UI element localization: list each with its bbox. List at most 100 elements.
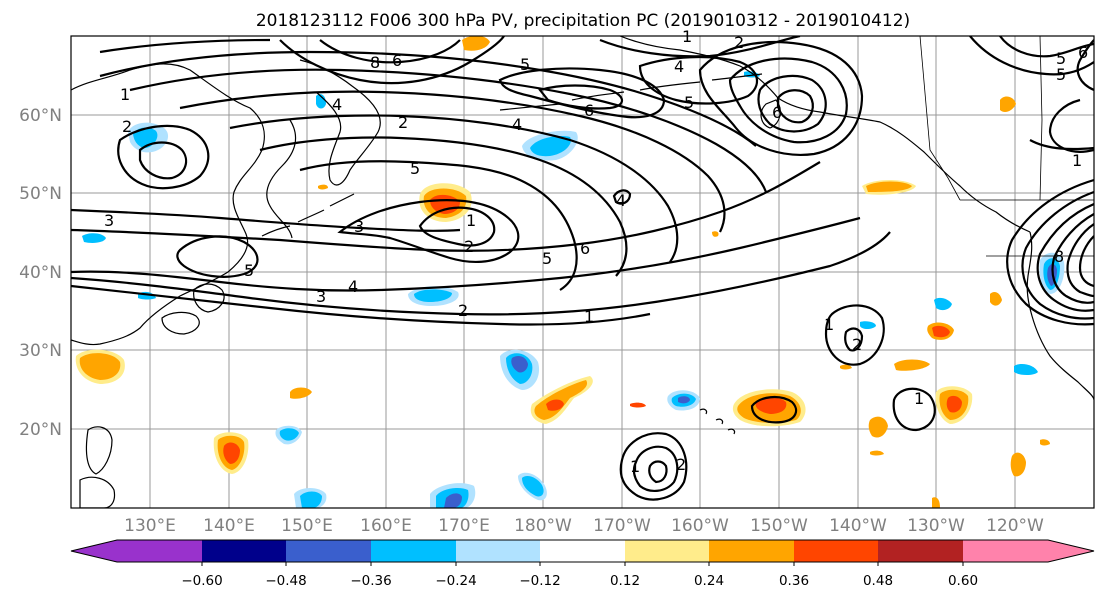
colorbar-segment bbox=[371, 540, 456, 562]
contour-label: 8 bbox=[1054, 247, 1064, 266]
colorbar-tick-label: 0.48 bbox=[863, 573, 893, 589]
contour-label: 1 bbox=[584, 307, 594, 326]
neg-anomaly bbox=[316, 94, 326, 109]
colorbar-ticks bbox=[201, 562, 964, 566]
colorbar-segment bbox=[878, 540, 963, 562]
colorbar-tick-label: −0.24 bbox=[435, 573, 476, 589]
pos-anomaly bbox=[870, 450, 884, 456]
lon-label: 120°W bbox=[986, 516, 1044, 536]
contour-label: 5 bbox=[520, 55, 530, 74]
contour-label: 1 bbox=[682, 27, 692, 46]
lon-label: 150°W bbox=[750, 516, 808, 536]
pos-anomaly bbox=[840, 364, 852, 370]
colorbar-segment bbox=[963, 540, 1048, 562]
pv-contours bbox=[71, 36, 1094, 501]
colorbar-tick-label: 0.36 bbox=[779, 573, 809, 589]
neg-anomaly bbox=[82, 233, 106, 243]
contour-label: 1 bbox=[824, 315, 834, 334]
neg-anomaly bbox=[511, 356, 528, 373]
contour-label: 2 bbox=[458, 301, 468, 320]
pos-anomaly bbox=[932, 497, 940, 508]
lon-label: 150°E bbox=[281, 516, 333, 536]
colorbar-tick-label: −0.12 bbox=[519, 573, 560, 589]
colorbar-extend-high bbox=[1048, 540, 1094, 562]
neg-anomaly bbox=[530, 136, 571, 157]
neg-anomaly bbox=[860, 321, 876, 329]
pos-anomaly bbox=[462, 36, 490, 51]
lat-label: 20°N bbox=[19, 420, 62, 440]
contour-label: 4 bbox=[674, 57, 684, 76]
neg-anomaly bbox=[444, 493, 462, 508]
pos-anomaly bbox=[1000, 96, 1016, 112]
neg-anomaly bbox=[300, 491, 322, 508]
pos-anomaly bbox=[712, 231, 719, 237]
neg-anomaly bbox=[522, 476, 544, 497]
neg-anomaly bbox=[934, 297, 952, 311]
colorbar: −0.60 −0.48 −0.36 −0.24 −0.12 0.12 0.24 … bbox=[70, 539, 1095, 589]
colorbar-tick-label: 0.24 bbox=[694, 573, 724, 589]
contour-label: 3 bbox=[316, 287, 326, 306]
contour-label: 2 bbox=[676, 455, 686, 474]
lon-label: 160°W bbox=[671, 516, 729, 536]
lon-label: 140°E bbox=[203, 516, 255, 536]
colorbar-tick-label: −0.36 bbox=[350, 573, 391, 589]
lat-label: 40°N bbox=[19, 263, 62, 283]
pos-anomaly bbox=[1040, 439, 1050, 446]
lon-label: 160°E bbox=[360, 516, 412, 536]
contour-label: 5 bbox=[244, 261, 254, 280]
lat-label: 50°N bbox=[19, 184, 62, 204]
map-frame bbox=[70, 35, 1095, 509]
map-title: 2018123112 F006 300 hPa PV, precipitatio… bbox=[256, 11, 910, 31]
pos-anomaly bbox=[290, 387, 312, 399]
contour-label: 1 bbox=[914, 389, 924, 408]
colorbar-extend-low bbox=[71, 540, 117, 562]
map-panel: 1 2 3 4 3 2 1 3 2 1 5 5 6 4 4 6 5 4 5 8 … bbox=[70, 27, 1095, 509]
contour-label: 6 bbox=[584, 101, 594, 120]
colorbar-segment bbox=[709, 540, 794, 562]
pos-anomaly bbox=[932, 325, 950, 338]
contour-label: 2 bbox=[852, 335, 862, 354]
contour-label: 5 bbox=[1056, 49, 1066, 68]
contour-label: 2 bbox=[398, 113, 408, 132]
pos-anomaly bbox=[866, 181, 912, 192]
colorbar-tick-label: 0.60 bbox=[948, 573, 978, 589]
pos-anomaly bbox=[318, 184, 328, 190]
contour-label: 6 bbox=[580, 239, 590, 258]
longitude-labels: 130°E 140°E 150°E 160°E 170°E 180°W 170°… bbox=[124, 516, 1044, 536]
colorbar-segment bbox=[117, 540, 202, 562]
neg-anomaly bbox=[414, 289, 452, 302]
colorbar-outline bbox=[70, 539, 1095, 563]
contour-label: 4 bbox=[348, 277, 358, 296]
pos-anomaly bbox=[1010, 452, 1026, 477]
pos-anomaly bbox=[755, 397, 787, 414]
lon-label: 130°E bbox=[124, 516, 176, 536]
contour-label: 1 bbox=[120, 85, 130, 104]
lon-label: 140°W bbox=[829, 516, 887, 536]
lon-label: 130°W bbox=[907, 516, 965, 536]
neg-anomaly bbox=[678, 396, 690, 404]
lat-label: 60°N bbox=[19, 106, 62, 126]
colorbar-segment bbox=[456, 540, 540, 562]
contour-label: 3 bbox=[104, 211, 114, 230]
contour-label: 5 bbox=[684, 93, 694, 112]
contour-label: 4 bbox=[512, 115, 522, 134]
contour-label: 6 bbox=[1078, 43, 1088, 62]
colorbar-tick-labels: −0.60 −0.48 −0.36 −0.24 −0.12 0.12 0.24 … bbox=[181, 573, 978, 589]
pos-anomaly bbox=[630, 402, 646, 408]
pos-anomaly bbox=[223, 442, 240, 464]
colorbar-segment bbox=[540, 540, 625, 562]
neg-anomaly bbox=[1014, 364, 1038, 375]
contour-label: 6 bbox=[392, 51, 402, 70]
contour-label: 1 bbox=[630, 457, 640, 476]
contour-label: 2 bbox=[464, 237, 474, 256]
contour-label: 5 bbox=[410, 159, 420, 178]
lat-label: 30°N bbox=[19, 341, 62, 361]
contour-label: 1 bbox=[466, 211, 476, 230]
contour-label: 6 bbox=[772, 103, 782, 122]
colorbar-tick-label: −0.48 bbox=[265, 573, 306, 589]
neg-anomaly bbox=[279, 428, 299, 441]
pos-anomaly bbox=[534, 380, 588, 420]
pos-anomaly bbox=[868, 416, 888, 438]
pv-contour-labels: 1 2 3 4 3 2 1 3 2 1 5 5 6 4 4 6 5 4 5 8 … bbox=[104, 27, 1088, 476]
colorbar-segment bbox=[286, 540, 371, 562]
